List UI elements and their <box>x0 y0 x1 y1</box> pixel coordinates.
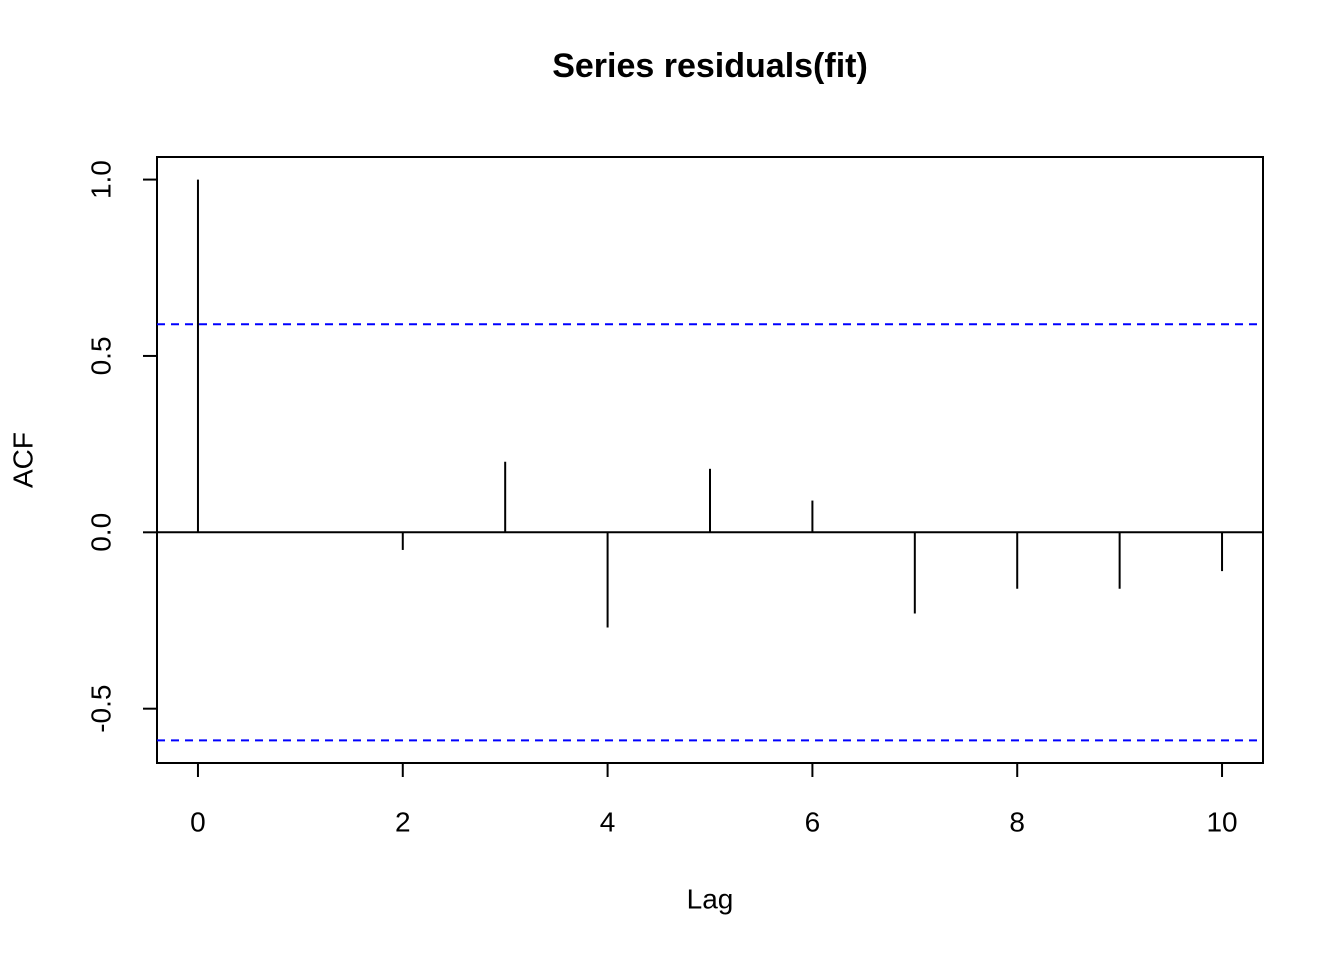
x-axis-title: Lag <box>687 883 734 914</box>
x-tick-label: 2 <box>395 806 411 837</box>
y-tick-label: -0.5 <box>85 685 116 733</box>
x-tick-label: 4 <box>600 806 616 837</box>
plot-frame <box>156 156 1264 764</box>
x-tick-label: 8 <box>1009 806 1025 837</box>
y-tick-label: 0.0 <box>85 513 116 552</box>
x-tick-label: 0 <box>190 806 206 837</box>
x-tick-label: 10 <box>1206 806 1237 837</box>
y-tick-label: 0.5 <box>85 336 116 375</box>
y-axis-title: ACF <box>7 432 38 488</box>
chart-title: Series residuals(fit) <box>552 47 868 85</box>
x-tick-label: 6 <box>805 806 821 837</box>
y-tick-label: 1.0 <box>85 160 116 199</box>
